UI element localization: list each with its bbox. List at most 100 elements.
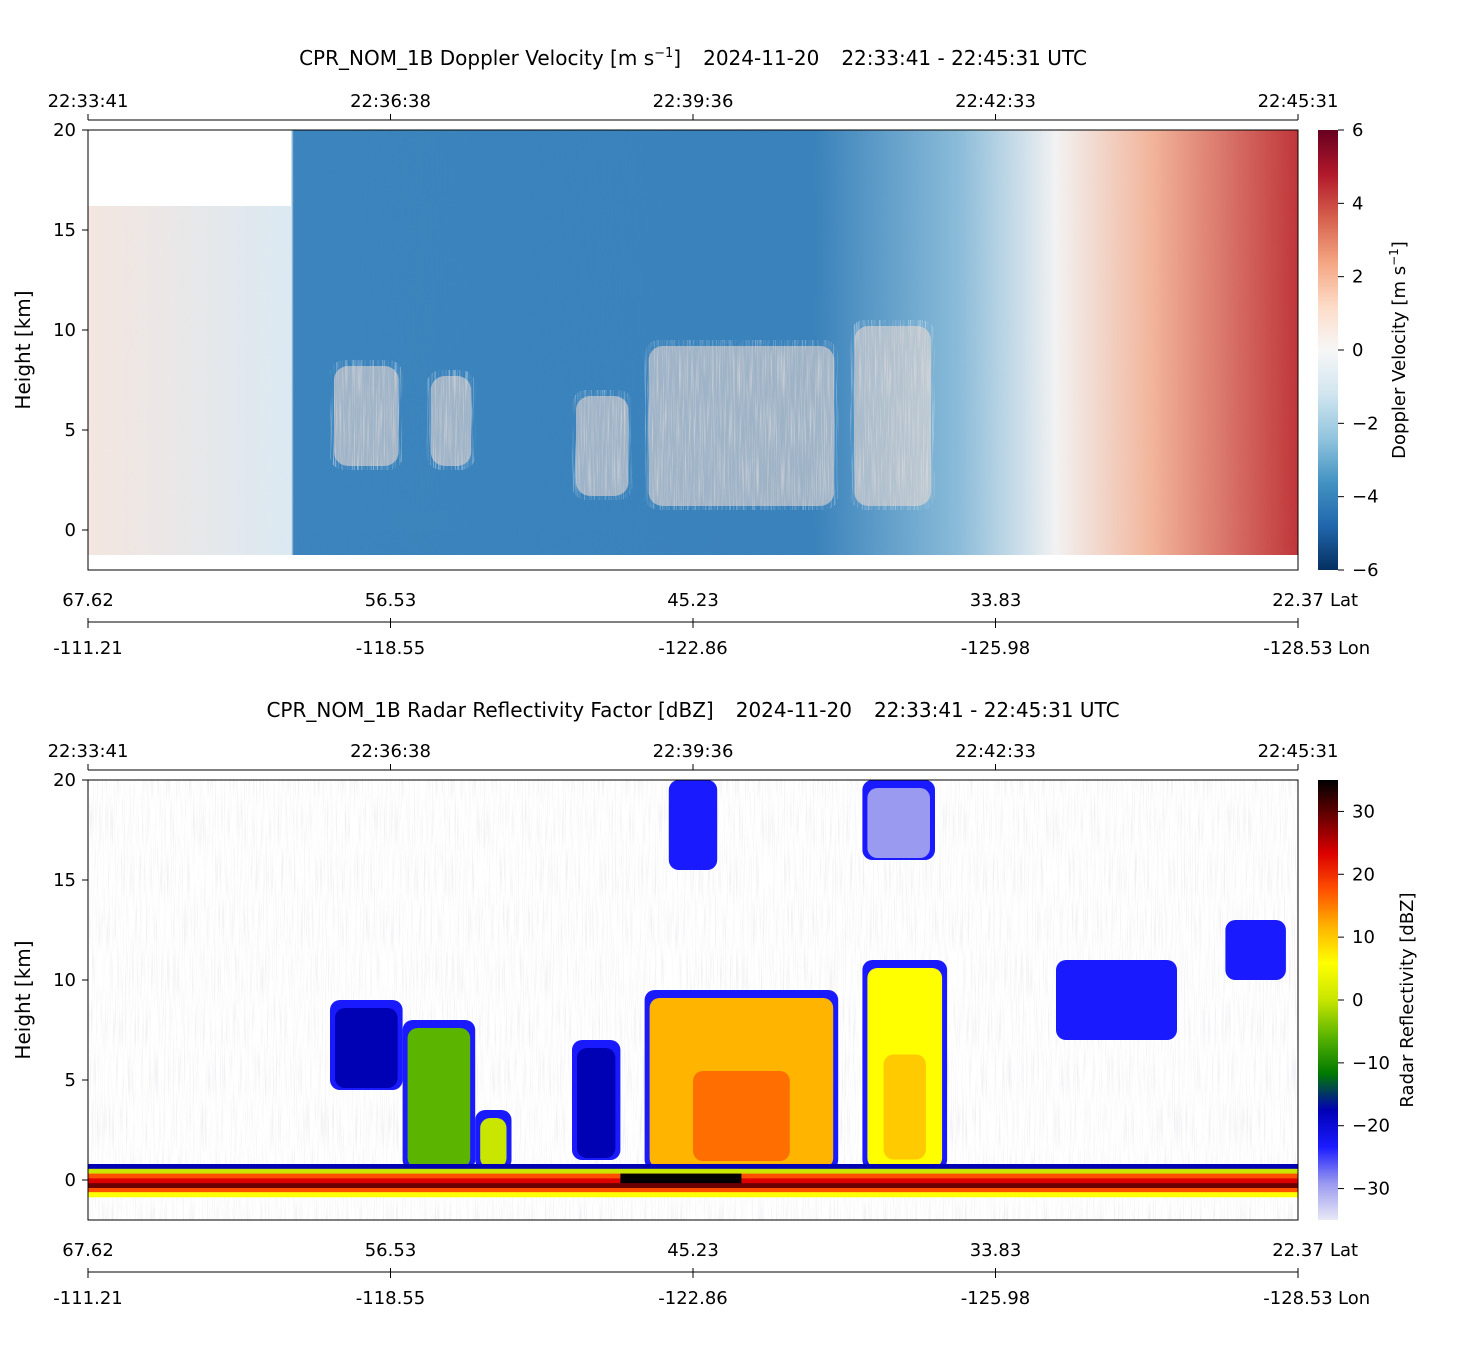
reflectivity-heatmap (88, 780, 1298, 1220)
y-tick-label: 5 (65, 1070, 76, 1091)
lat-tick-label: 67.62 (62, 590, 114, 611)
time-tick-label: 22:42:33 (955, 91, 1036, 112)
lon-tick-label: -118.55 (356, 1288, 425, 1309)
y-tick-label: 5 (65, 420, 76, 441)
lon-tick-label: -122.86 (658, 1288, 727, 1309)
velocity-panel: CPR_NOM_1B Doppler Velocity [m s−1] 2024-… (11, 46, 1410, 659)
reflectivity-y-axis: 0 5 10 15 20 (53, 770, 88, 1191)
colorbar-tick-label: −2 (1352, 413, 1379, 434)
lon-tick-label: -111.21 (53, 638, 122, 659)
colorbar-tick-label: 0 (1352, 340, 1363, 361)
velocity-cloud-core (576, 396, 629, 496)
lon-axis-label: Lon (1338, 1288, 1370, 1309)
velocity-colorbar (1318, 130, 1338, 570)
reflectivity-cloud-cell (1230, 928, 1281, 978)
velocity-colorbar-label: Doppler Velocity [m s−1] (1387, 241, 1410, 459)
surface-echo-band (88, 1183, 1298, 1189)
reflectivity-cloud-core (693, 1071, 790, 1161)
lon-tick-label: -128.53 (1263, 1288, 1332, 1309)
colorbar-tick-label: 20 (1352, 864, 1375, 885)
reflectivity-surface-echo (88, 1164, 1298, 1198)
reflectivity-cloud-cell (577, 1048, 616, 1158)
velocity-surface-band (88, 512, 1298, 530)
time-tick-label: 22:39:36 (653, 91, 734, 112)
lat-tick-label: 45.23 (667, 1240, 719, 1261)
lon-tick-label: -125.98 (961, 1288, 1030, 1309)
reflectivity-cloud-cell (1061, 968, 1172, 1038)
reflectivity-plot-frame (87, 779, 1299, 1221)
reflectivity-panel: CPR_NOM_1B Radar Reflectivity Factor [dB… (11, 698, 1418, 1309)
velocity-cloud-core (430, 376, 472, 466)
lat-tick-label: 67.62 (62, 1240, 114, 1261)
colorbar-tick-label: −20 (1352, 1116, 1390, 1137)
colorbar-tick-label: −30 (1352, 1179, 1390, 1200)
time-tick-label: 22:45:31 (1258, 741, 1339, 762)
velocity-cloud-core (648, 346, 835, 506)
velocity-lon-axis: -111.21 -118.55 -122.86 -125.98 -128.53 Lon (53, 618, 1370, 659)
reflectivity-colorbar-label: Radar Reflectivity [dBZ] (1397, 892, 1418, 1107)
colorbar-tick-label: 2 (1352, 267, 1363, 288)
velocity-heatmap (88, 130, 1298, 570)
reflectivity-lat-axis: 67.62 56.53 45.23 33.83 22.37 Lat (62, 1240, 1358, 1261)
y-tick-label: 15 (53, 870, 76, 891)
lon-tick-label: -128.53 (1263, 638, 1332, 659)
time-tick-label: 22:45:31 (1258, 91, 1339, 112)
surface-echo-strong (620, 1173, 742, 1184)
surface-echo-band (88, 1188, 1298, 1194)
colorbar-tick-label: 30 (1352, 801, 1375, 822)
lon-tick-label: -118.55 (356, 638, 425, 659)
reflectivity-colorbar (1318, 780, 1338, 1220)
time-tick-label: 22:36:38 (350, 741, 431, 762)
lat-tick-label: 33.83 (970, 590, 1022, 611)
lat-tick-label: 22.37 (1272, 590, 1324, 611)
time-tick-label: 22:39:36 (653, 741, 734, 762)
colorbar-tick-label: 10 (1352, 927, 1375, 948)
time-tick-label: 22:33:41 (48, 91, 129, 112)
reflectivity-title: CPR_NOM_1B Radar Reflectivity Factor [dB… (266, 698, 1119, 722)
y-tick-label: 10 (53, 320, 76, 341)
lon-tick-label: -125.98 (961, 638, 1030, 659)
reflectivity-cloud-cell (335, 1008, 398, 1088)
time-tick-label: 22:42:33 (955, 741, 1036, 762)
surface-echo-band (88, 1168, 1298, 1174)
velocity-time-axis: 22:33:41 22:36:38 22:39:36 22:42:33 22:45:31 (48, 91, 1339, 121)
surface-echo-band (88, 1164, 1298, 1170)
lat-tick-label: 33.83 (970, 1240, 1022, 1261)
velocity-no-data-region (88, 130, 291, 206)
reflectivity-lon-axis: -111.21 -118.55 -122.86 -125.98 -128.53 Lon (53, 1268, 1370, 1309)
colorbar-tick-label: −6 (1352, 560, 1379, 581)
lat-tick-label: 56.53 (365, 590, 417, 611)
lat-tick-label: 22.37 (1272, 1240, 1324, 1261)
colorbar-tick-label: 4 (1352, 193, 1363, 214)
reflectivity-y-axis-label: Height [km] (11, 940, 35, 1059)
y-tick-label: 0 (65, 520, 76, 541)
reflectivity-cloud-cell (867, 788, 930, 858)
reflectivity-cloud-cell (407, 1028, 471, 1168)
y-tick-label: 15 (53, 220, 76, 241)
lon-axis-label: Lon (1338, 638, 1370, 659)
colorbar-tick-label: 6 (1352, 120, 1363, 141)
y-tick-label: 20 (53, 770, 76, 791)
velocity-colorbar-ticks: 6 4 2 0 −2 −4 −6 (1338, 120, 1379, 581)
surface-echo-band (88, 1192, 1298, 1198)
reflectivity-cloud-core (883, 1054, 926, 1160)
time-tick-label: 22:33:41 (48, 741, 129, 762)
lon-tick-label: -111.21 (53, 1288, 122, 1309)
velocity-y-axis: 0 5 10 15 20 (53, 120, 88, 541)
colorbar-tick-label: 0 (1352, 990, 1363, 1011)
velocity-subsurface-band (88, 530, 1298, 555)
lat-axis-label: Lat (1330, 590, 1358, 611)
y-tick-label: 0 (65, 1170, 76, 1191)
lat-tick-label: 45.23 (667, 590, 719, 611)
colorbar-tick-label: −4 (1352, 487, 1379, 508)
velocity-title: CPR_NOM_1B Doppler Velocity [m s−1] 2024-… (299, 46, 1087, 70)
velocity-y-axis-label: Height [km] (11, 290, 35, 409)
velocity-cloud-core (854, 326, 931, 506)
lat-tick-label: 56.53 (365, 1240, 417, 1261)
reflectivity-time-axis: 22:33:41 22:36:38 22:39:36 22:42:33 22:45:31 (48, 741, 1339, 771)
lat-axis-label: Lat (1330, 1240, 1358, 1261)
reflectivity-cloud-cell (480, 1118, 507, 1168)
y-tick-label: 10 (53, 970, 76, 991)
lon-tick-label: -122.86 (658, 638, 727, 659)
